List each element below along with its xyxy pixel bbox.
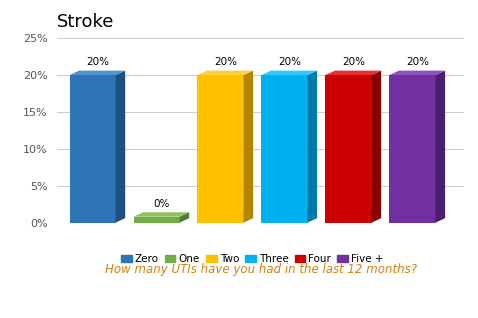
Polygon shape <box>69 75 116 223</box>
Polygon shape <box>116 71 125 223</box>
Polygon shape <box>197 71 253 75</box>
Text: 20%: 20% <box>406 57 429 67</box>
Polygon shape <box>390 75 435 223</box>
Polygon shape <box>435 71 445 223</box>
Text: How many UTIs have you had in the last 12 months?: How many UTIs have you had in the last 1… <box>105 263 416 276</box>
Text: 20%: 20% <box>86 57 109 67</box>
Polygon shape <box>133 217 180 223</box>
Text: 0%: 0% <box>153 198 170 209</box>
Polygon shape <box>69 71 125 75</box>
Text: Stroke: Stroke <box>57 13 115 31</box>
Polygon shape <box>390 71 445 75</box>
Text: 20%: 20% <box>214 57 237 67</box>
Polygon shape <box>244 71 253 223</box>
Polygon shape <box>133 212 189 217</box>
Polygon shape <box>261 71 317 75</box>
Polygon shape <box>326 71 381 75</box>
Polygon shape <box>326 75 371 223</box>
Polygon shape <box>180 212 189 223</box>
Polygon shape <box>261 75 307 223</box>
Polygon shape <box>307 71 317 223</box>
Polygon shape <box>371 71 381 223</box>
Legend: Zero, One, Two, Three, Four, Five +: Zero, One, Two, Three, Four, Five + <box>117 250 388 268</box>
Text: 20%: 20% <box>342 57 365 67</box>
Polygon shape <box>197 75 244 223</box>
Text: 20%: 20% <box>278 57 301 67</box>
